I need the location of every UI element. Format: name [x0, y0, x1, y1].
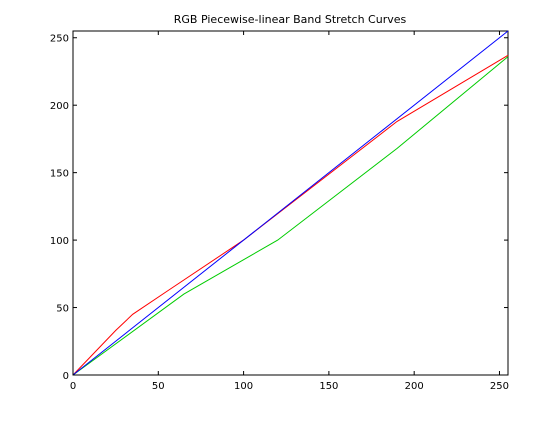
- series-line-1: [72, 54, 509, 376]
- plot-area: [72, 30, 509, 376]
- series-line-3: [72, 30, 509, 376]
- y-tick-label: 150: [50, 169, 69, 180]
- x-tick-label: 200: [405, 381, 424, 392]
- x-tick-label: 50: [152, 381, 165, 392]
- x-tick-label: 250: [490, 381, 509, 392]
- y-tick-label: 0: [63, 371, 69, 382]
- y-tick-label: 100: [50, 236, 69, 247]
- series-layer: [72, 30, 509, 376]
- y-tick-label: 200: [50, 101, 69, 112]
- y-tick-label: 250: [50, 34, 69, 45]
- x-tick-label: 150: [319, 381, 338, 392]
- axis-layer: 0 50 100 150 200 250 0 50 100 150 200 250: [50, 31, 509, 392]
- x-tick-label: 0: [70, 381, 76, 392]
- chart-title: RGB Piecewise-linear Band Stretch Curves: [174, 13, 407, 26]
- x-tick-label: 100: [234, 381, 253, 392]
- y-tick-label: 50: [56, 304, 69, 315]
- series-line-2: [72, 56, 509, 376]
